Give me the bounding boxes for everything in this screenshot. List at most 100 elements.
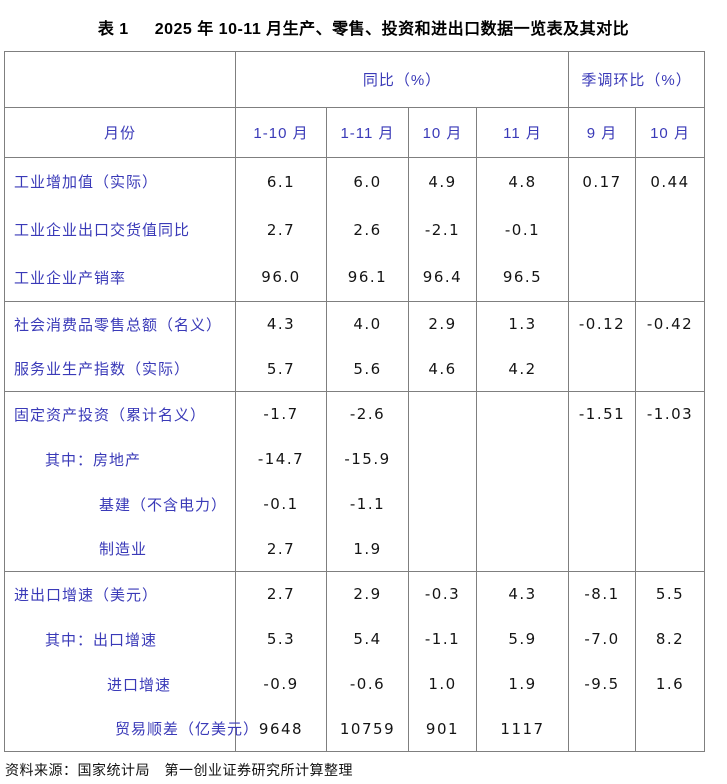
table-row: 贸易顺差（亿美元） 9648 10759 901 1117 — [4, 706, 706, 752]
value-cell: 2.6 — [326, 205, 409, 254]
row-label-cell: 其中：房地产 — [4, 436, 236, 482]
value-cell: -14.7 — [235, 436, 327, 482]
column-header-cell: 10 月 — [408, 107, 477, 158]
value-cell — [475, 481, 570, 527]
row-label-cell: 其中：出口增速 — [4, 616, 236, 662]
value-cell — [408, 436, 477, 482]
table-row: 服务业生产指数（实际） 5.7 5.6 4.6 4.2 — [4, 346, 706, 392]
value-cell: 1.9 — [475, 661, 570, 707]
value-cell — [568, 205, 637, 254]
value-cell: -7.0 — [568, 616, 637, 662]
table-row: 其中：房地产 -14.7 -15.9 — [4, 436, 706, 482]
table-title: 表 1 2025 年 10-11 月生产、零售、投资和进出口数据一览表及其对比 — [0, 0, 727, 39]
value-cell: 96.5 — [475, 253, 570, 302]
value-cell: 2.7 — [235, 571, 327, 617]
row-label-cell: 工业企业产销率 — [4, 253, 236, 302]
value-cell: -0.42 — [635, 301, 706, 347]
row-label-cell: 制造业 — [4, 526, 236, 572]
value-cell: 4.6 — [408, 346, 477, 392]
row-label-cell: 贸易顺差（亿美元） — [4, 706, 258, 752]
value-cell: 5.7 — [235, 346, 327, 392]
value-cell — [408, 391, 477, 437]
table-row: 制造业 2.7 1.9 — [4, 526, 706, 572]
value-cell: 1.0 — [408, 661, 477, 707]
value-cell — [475, 391, 570, 437]
column-header-cell: 1-11 月 — [326, 107, 409, 158]
value-cell: 2.9 — [326, 571, 409, 617]
value-cell: -0.3 — [408, 571, 477, 617]
value-cell: 96.1 — [326, 253, 409, 302]
value-cell: -8.1 — [568, 571, 637, 617]
header-group-row: 同比（%） 季调环比（%） — [4, 51, 706, 108]
value-cell — [568, 253, 637, 302]
row-label-cell: 固定资产投资（累计名义） — [4, 391, 236, 437]
value-cell: -0.6 — [326, 661, 409, 707]
value-cell: -2.1 — [408, 205, 477, 254]
column-header-cell: 9 月 — [568, 107, 637, 158]
table-row: 工业企业出口交货值同比 2.7 2.6 -2.1 -0.1 — [4, 205, 706, 254]
value-cell — [635, 436, 706, 482]
column-header-cell: 10 月 — [635, 107, 706, 158]
value-cell: 4.8 — [475, 157, 570, 206]
row-label-cell: 工业增加值（实际） — [4, 157, 236, 206]
header-group-cell: 同比（%） — [234, 51, 570, 108]
value-cell: 4.3 — [235, 301, 327, 347]
value-cell — [635, 205, 706, 254]
column-header-cell: 11 月 — [475, 107, 570, 158]
value-cell: 1.3 — [475, 301, 570, 347]
value-cell: 1.6 — [635, 661, 706, 707]
value-cell: -1.1 — [408, 616, 477, 662]
value-cell — [408, 526, 477, 572]
table-row: 其中：出口增速 5.3 5.4 -1.1 5.9 -7.0 8.2 — [4, 616, 706, 662]
value-cell: 4.2 — [475, 346, 570, 392]
value-cell: 6.1 — [235, 157, 327, 206]
row-group-1: 工业增加值（实际） 6.1 6.0 4.9 4.8 0.17 0.44 工业企业出口交货值同比… — [4, 157, 706, 302]
value-cell — [568, 526, 637, 572]
value-cell: 5.4 — [326, 616, 409, 662]
value-cell: 10759 — [326, 706, 409, 752]
row-label-cell: 进出口增速（美元） — [4, 571, 236, 617]
row-label-cell: 进口增速 — [4, 661, 236, 707]
value-cell: -0.1 — [475, 205, 570, 254]
value-cell: -9.5 — [568, 661, 637, 707]
value-cell: 6.0 — [326, 157, 409, 206]
value-cell: 4.0 — [326, 301, 409, 347]
value-cell: 901 — [408, 706, 477, 752]
value-cell: -1.03 — [635, 391, 706, 437]
value-cell: 1.9 — [326, 526, 409, 572]
value-cell: 96.4 — [408, 253, 477, 302]
value-cell: 0.17 — [568, 157, 637, 206]
table-row: 进口增速 -0.9 -0.6 1.0 1.9 -9.5 1.6 — [4, 661, 706, 707]
value-cell: -15.9 — [326, 436, 409, 482]
value-cell: 5.5 — [635, 571, 706, 617]
value-cell — [635, 481, 706, 527]
value-cell: -2.6 — [326, 391, 409, 437]
value-cell: 2.7 — [235, 526, 327, 572]
value-cell — [568, 436, 637, 482]
value-cell: 5.6 — [326, 346, 409, 392]
table-row: 进出口增速（美元） 2.7 2.9 -0.3 4.3 -8.1 5.5 — [4, 571, 706, 617]
value-cell: 1117 — [475, 706, 570, 752]
table-row: 基建（不含电力） -0.1 -1.1 — [4, 481, 706, 527]
value-cell — [408, 481, 477, 527]
row-group-2: 社会消费品零售总额（名义） 4.3 4.0 2.9 1.3 -0.12 -0.42 服务业生产… — [4, 301, 706, 392]
value-cell: 4.9 — [408, 157, 477, 206]
row-label-cell: 社会消费品零售总额（名义） — [4, 301, 236, 347]
value-cell: 8.2 — [635, 616, 706, 662]
table-title-main: 2025 年 10-11 月生产、零售、投资和进出口数据一览表及其对比 — [154, 21, 630, 38]
value-cell: 96.0 — [235, 253, 327, 302]
value-cell: -1.51 — [568, 391, 637, 437]
value-cell — [475, 436, 570, 482]
value-cell — [475, 526, 570, 572]
value-cell — [568, 706, 637, 752]
month-axis-header-cell: 月份 — [4, 107, 236, 158]
value-cell: -0.12 — [568, 301, 637, 347]
value-cell: 0.44 — [635, 157, 706, 206]
row-label-cell: 服务业生产指数（实际） — [4, 346, 236, 392]
value-cell — [635, 346, 706, 392]
row-group-3: 固定资产投资（累计名义） -1.7 -2.6 -1.51 -1.03 其中：房地产 -14.… — [4, 391, 706, 572]
value-cell: -1.1 — [326, 481, 409, 527]
value-cell — [568, 481, 637, 527]
